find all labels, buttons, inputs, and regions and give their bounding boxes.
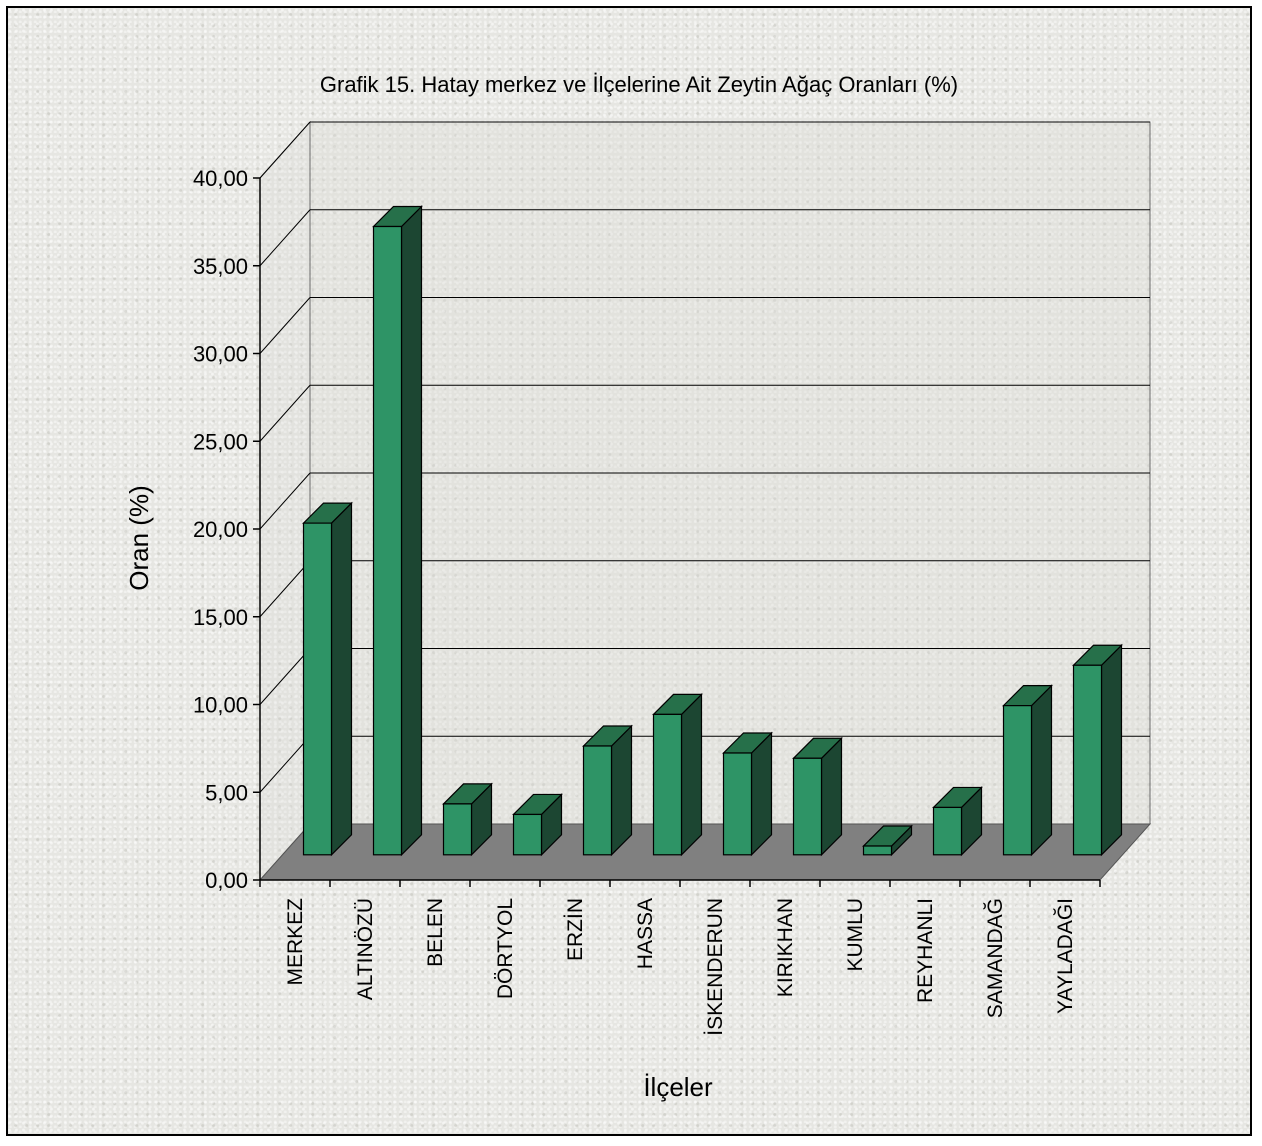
chart-axes	[253, 177, 1101, 887]
x-axis-title: İlçeler	[643, 1072, 713, 1102]
bar-side	[1030, 684, 1053, 857]
y-tick-label: 40,00	[193, 166, 248, 191]
bar-front	[722, 752, 753, 856]
gridline-side	[259, 297, 311, 354]
bar-side	[750, 731, 773, 857]
chart-bars	[302, 205, 1123, 857]
x-tick-label: ALTINÖZÜ	[354, 898, 377, 1000]
chart-gridlines	[259, 121, 1150, 793]
bar	[1002, 684, 1053, 857]
bar	[372, 205, 423, 857]
x-tick-label: ERZİN	[564, 898, 587, 961]
chart-title: Grafik 15. Hatay merkez ve İlçelerine Ai…	[320, 72, 958, 97]
bar-front	[442, 803, 473, 856]
x-tick-label: YAYLADAĞI	[1054, 898, 1077, 1014]
gridline-side	[259, 209, 311, 267]
bar-front	[792, 757, 823, 856]
bar-front	[932, 806, 963, 856]
gridline-side	[259, 648, 311, 705]
bar-front	[652, 713, 683, 856]
chart-frame: 0,00 5,00 10,00 15,00 20,00 25,00 30,00 35,00 40…	[6, 6, 1252, 1136]
y-tick-label: 35,00	[193, 254, 248, 279]
x-tick-label: İSKENDERUN	[704, 898, 727, 1036]
gridline-side	[259, 384, 311, 442]
bar	[722, 731, 773, 857]
bar	[652, 692, 703, 857]
y-tick-label: 20,00	[193, 517, 248, 542]
bar	[442, 782, 493, 857]
gridline-side	[259, 735, 311, 793]
bar	[932, 785, 983, 857]
bar	[1072, 643, 1123, 857]
bar-side	[400, 205, 423, 857]
bar-front	[372, 225, 403, 856]
gridline-side	[259, 560, 311, 618]
y-tick-label: 10,00	[193, 693, 248, 718]
bar-side	[610, 724, 633, 857]
x-tick-labels: MERKEZ ALTINÖZÜ BELEN DÖRTYOL ERZİN HASSA İSKE…	[284, 898, 1077, 1036]
x-tick-label: BELEN	[424, 898, 447, 967]
x-tick-label: DÖRTYOL	[494, 898, 517, 999]
bar-side	[330, 501, 353, 857]
bar-front	[1002, 705, 1033, 856]
y-tick-label: 5,00	[205, 780, 248, 805]
y-tick-label: 15,00	[193, 605, 248, 630]
x-tick-label: KUMLU	[844, 898, 867, 972]
bar-side	[1100, 643, 1123, 857]
x-tick-label: REYHANLI	[914, 898, 937, 1003]
bar	[862, 824, 913, 857]
bar	[302, 501, 353, 857]
x-tick-label: SAMANDAĞ	[984, 898, 1007, 1018]
bar-front	[302, 522, 333, 856]
y-tick-label: 0,00	[205, 868, 248, 893]
bar-chart: 0,00 5,00 10,00 15,00 20,00 25,00 30,00 35,00 40…	[124, 72, 1152, 1102]
y-tick-labels: 0,00 5,00 10,00 15,00 20,00 25,00 30,00 35,00 40…	[193, 166, 248, 893]
x-tick-label: HASSA	[634, 898, 657, 969]
bar-side	[680, 692, 703, 857]
x-tick-label: MERKEZ	[284, 898, 307, 986]
y-axis-title: Oran (%)	[124, 485, 154, 590]
bar-front	[582, 745, 613, 856]
bar-front	[862, 845, 893, 856]
y-tick-label: 25,00	[193, 429, 248, 454]
bar	[512, 792, 563, 857]
bar-front	[512, 813, 543, 856]
gridline-side	[259, 121, 311, 179]
gridline-side	[259, 472, 311, 530]
bar	[792, 736, 843, 857]
x-tick-label: KIRIKHAN	[774, 898, 797, 997]
y-tick-label: 30,00	[193, 342, 248, 367]
bar	[582, 724, 633, 857]
bar-front	[1072, 664, 1103, 856]
